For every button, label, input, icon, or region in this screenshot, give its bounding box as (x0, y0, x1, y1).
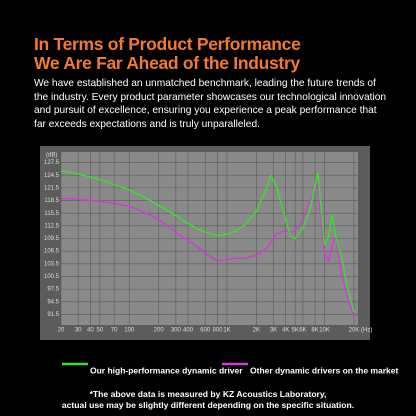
y-tick-label: 115.5 (44, 211, 59, 217)
x-axis-label: (Hz) (361, 328, 372, 334)
description: We have established an unmatched benchma… (34, 78, 387, 130)
x-tick-label: 3K (270, 328, 277, 334)
x-tick-label: 50 (97, 328, 104, 334)
y-tick-label: 103.5 (44, 261, 60, 267)
x-tick-label: 40 (87, 328, 94, 334)
y-tick-label: 109.5 (44, 236, 60, 242)
y-tick-label: 94.5 (47, 299, 59, 305)
x-tick-label: 5K (291, 328, 298, 334)
x-tick-label: 8K (311, 328, 318, 334)
headline: We Are Far Ahead of the Industry (34, 53, 300, 73)
x-tick-label: 20K (349, 328, 360, 334)
y-tick-label: 97.5 (47, 287, 59, 293)
x-tick-label: 20 (58, 328, 65, 334)
footnote: actual use may be slightly different dep… (61, 400, 355, 410)
data-line (60, 182, 355, 317)
footnote: *The above data is measured by KZ Acoust… (89, 389, 327, 399)
x-tick-label: 100 (124, 328, 135, 334)
y-axis-label: (dB) (46, 153, 57, 159)
x-tick-label: 6K (299, 328, 306, 334)
x-tick-label: 2K (253, 328, 260, 334)
x-tick-label: 30 (75, 328, 82, 334)
x-tick-label: 70 (111, 328, 118, 334)
y-tick-label: 121.5 (44, 185, 60, 191)
x-tick-label: 10K (319, 328, 330, 334)
x-tick-label: 200 (154, 328, 165, 334)
x-tick-label: 800 (212, 328, 223, 334)
y-tick-label: 127.5 (44, 160, 60, 166)
x-tick-label: 4K (282, 328, 289, 334)
headline: In Terms of Product Performance (34, 34, 301, 54)
x-tick-label: 600 (200, 328, 211, 334)
legend-label: Other dynamic drivers on the market (250, 365, 398, 375)
y-tick-label: 118.5 (44, 198, 59, 204)
y-tick-label: 91.5 (47, 312, 59, 318)
y-tick-label: 112.5 (44, 223, 59, 229)
y-tick-label: 100.5 (44, 274, 60, 280)
data-line (60, 170, 355, 313)
y-tick-label: 106.5 (44, 249, 60, 255)
y-tick-label: 124.5 (44, 173, 60, 179)
x-tick-label: 300 (171, 328, 182, 334)
x-tick-label: 400 (183, 328, 194, 334)
x-tick-label: 1K (223, 328, 230, 334)
legend-label: Our high-performance dynamic driver (90, 365, 243, 375)
